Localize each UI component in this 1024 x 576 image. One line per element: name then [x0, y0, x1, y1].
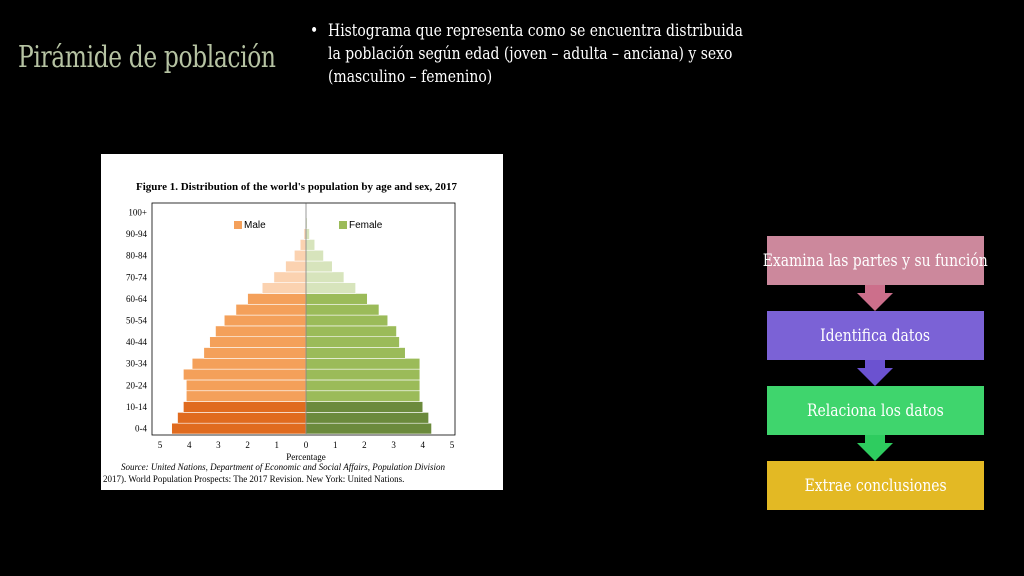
x-tick-label: 4	[421, 440, 426, 450]
flow-step-label: Identifica datos	[820, 325, 931, 346]
flow-step-3: Relaciona los datos	[767, 386, 984, 435]
bar-male-60-64	[247, 293, 307, 305]
bar-female-90-94	[305, 228, 310, 240]
x-tick-label: 1	[275, 440, 280, 450]
population-pyramid-chart: Figure 1. Distribution of the world's po…	[103, 181, 457, 484]
legend-swatch-male	[234, 221, 242, 229]
bar-male-40-44	[209, 336, 307, 348]
population-pyramid-figure: Figure 1. Distribution of the world's po…	[101, 154, 503, 490]
y-tick-label: 10-14	[126, 402, 147, 412]
x-tick-label: 4	[187, 440, 192, 450]
bar-female-10-14	[305, 401, 424, 413]
bar-female-45-49	[305, 325, 397, 338]
flow-arrow-icon	[857, 293, 893, 311]
bar-female-60-64	[305, 293, 368, 305]
y-tick-label: 40-44	[126, 337, 147, 347]
x-tick-label: 5	[450, 440, 455, 450]
source-line-1: Source: United Nations, Department of Ec…	[121, 462, 445, 472]
y-tick-label: 50-54	[126, 316, 147, 326]
bar-female-25-29	[305, 368, 421, 381]
bar-male-70-74	[273, 271, 307, 283]
legend-label-male: Male	[244, 220, 266, 231]
bar-female-80-84	[305, 249, 324, 262]
bar-female-20-24	[305, 379, 421, 392]
bar-male-65-69	[261, 282, 307, 294]
flow-step-label: Relaciona los datos	[807, 400, 944, 421]
bar-female-30-34	[305, 358, 421, 370]
bar-male-90-94	[303, 228, 307, 240]
y-tick-label: 0-4	[135, 424, 147, 434]
bullet-text: Histograma que representa como se encuen…	[328, 21, 743, 87]
flow-step-label: Examina las partes y su función	[762, 250, 989, 271]
bar-male-0-4	[171, 422, 307, 435]
bar-male-50-54	[223, 314, 307, 327]
bar-male-45-49	[215, 325, 307, 338]
slide-title: Pirámide de población	[18, 40, 276, 75]
x-tick-label: 3	[216, 440, 221, 450]
bar-female-40-44	[305, 336, 400, 348]
bar-female-15-19	[305, 390, 421, 402]
bar-male-5-9	[177, 412, 307, 424]
y-tick-label: 80-84	[126, 251, 147, 261]
bar-female-70-74	[305, 271, 345, 283]
chart-caption: Figure 1. Distribution of the world's po…	[136, 181, 457, 193]
bar-male-30-34	[191, 358, 307, 370]
flow-step-label: Extrae conclusiones	[804, 475, 947, 496]
flow-arrow-icon	[857, 443, 893, 461]
bar-male-15-19	[185, 390, 307, 402]
bar-female-85-89	[305, 239, 316, 251]
bar-female-0-4	[305, 422, 432, 435]
flow-step-2: Identifica datos	[767, 311, 984, 360]
x-tick-label: 1	[333, 440, 338, 450]
x-axis-label: Percentage	[286, 452, 325, 462]
bar-male-25-29	[183, 368, 307, 381]
bar-female-5-9	[305, 412, 429, 424]
bar-male-55-59	[235, 303, 307, 316]
y-tick-label: 30-34	[126, 359, 147, 369]
bar-male-85-89	[299, 239, 307, 251]
bar-female-65-69	[305, 282, 356, 294]
y-tick-label: 60-64	[126, 294, 147, 304]
bar-female-50-54	[305, 314, 389, 327]
y-tick-label: 90-94	[126, 229, 147, 239]
source-line-2: 2017). World Population Prospects: The 2…	[103, 474, 404, 484]
bar-male-20-24	[185, 379, 307, 392]
y-tick-label: 20-24	[126, 380, 147, 390]
flow-arrow-stem	[865, 360, 885, 368]
flow-arrow-icon	[857, 368, 893, 386]
flow-step-1: Examina las partes y su función	[763, 236, 988, 285]
flow-arrow-stem	[865, 435, 885, 443]
x-tick-label: 2	[245, 440, 250, 450]
bar-male-75-79	[285, 260, 307, 273]
slide-bullet: • Histograma que representa como se encu…	[310, 20, 745, 89]
bar-female-55-59	[305, 303, 380, 316]
y-tick-label: 70-74	[126, 272, 147, 282]
x-tick-label: 3	[391, 440, 396, 450]
x-tick-label: 5	[158, 440, 163, 450]
flow-arrow-stem	[865, 285, 885, 293]
flow-step-4: Extrae conclusiones	[767, 461, 984, 510]
legend-swatch-female	[339, 221, 347, 229]
bar-male-10-14	[183, 401, 307, 413]
y-tick-label: 100+	[128, 207, 147, 217]
legend-label-female: Female	[349, 220, 383, 231]
bar-male-80-84	[294, 249, 307, 262]
x-tick-label: 0	[304, 440, 309, 450]
bullet-dot-icon: •	[310, 21, 319, 41]
bar-female-35-39	[305, 347, 406, 359]
bar-female-75-79	[305, 260, 333, 273]
plot-frame	[151, 202, 456, 436]
x-tick-label: 2	[362, 440, 367, 450]
bar-male-35-39	[203, 347, 307, 359]
